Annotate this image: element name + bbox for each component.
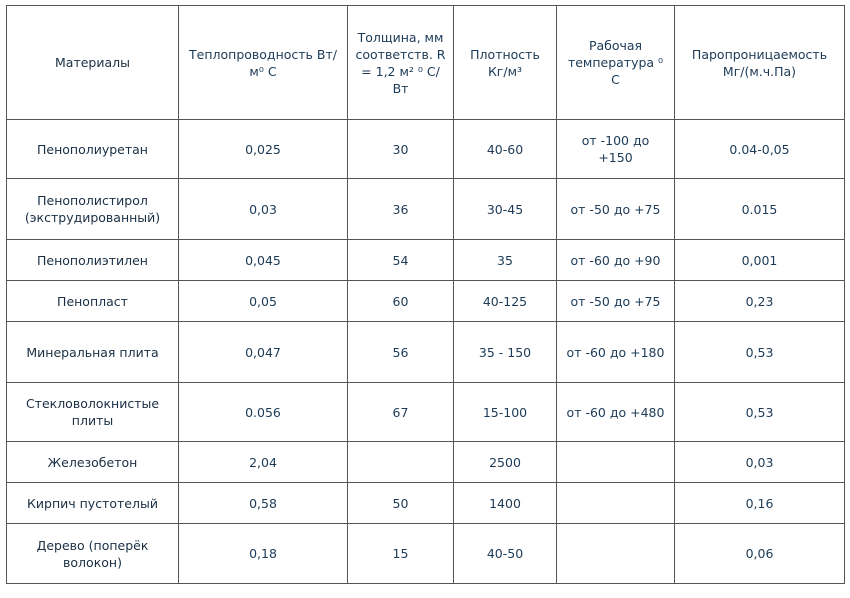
table-row: Пенополиэтилен 0,045 54 35 от -60 до +90 0,00…	[6, 239, 845, 281]
table-cell: 67	[347, 382, 454, 442]
materials-table: Материалы Теплопроводность Вт/м⁰ С Толщина…	[6, 5, 845, 584]
table-cell: 0,53	[674, 382, 845, 442]
table-cell: 35 - 150	[453, 321, 557, 383]
table-cell: Стекловолокнистые плиты	[6, 382, 179, 442]
table-cell: 1400	[453, 482, 557, 524]
table-cell: 0.015	[674, 178, 845, 240]
table-cell: от -60 до +480	[556, 382, 675, 442]
table-cell	[556, 523, 675, 584]
table-cell: 0,045	[178, 239, 348, 281]
header-cell: Паропроницаемость Мг/(м.ч.Па)	[674, 5, 845, 120]
table-cell: 40-60	[453, 119, 557, 179]
table-cell	[556, 441, 675, 483]
table-cell: 2,04	[178, 441, 348, 483]
table-cell: 0,58	[178, 482, 348, 524]
table-cell: 35	[453, 239, 557, 281]
table-cell: Пенополистирол (экструдированный)	[6, 178, 179, 240]
table-cell: Кирпич пустотелый	[6, 482, 179, 524]
table-cell: 0,16	[674, 482, 845, 524]
table-cell: 0,53	[674, 321, 845, 383]
table-cell: 56	[347, 321, 454, 383]
table-cell: 0,05	[178, 280, 348, 322]
table-cell: Железобетон	[6, 441, 179, 483]
table-cell: 15-100	[453, 382, 557, 442]
table-cell: от -100 до +150	[556, 119, 675, 179]
table-cell: 60	[347, 280, 454, 322]
table-cell: 2500	[453, 441, 557, 483]
table-cell: 0.056	[178, 382, 348, 442]
table-cell	[556, 482, 675, 524]
table-row: Дерево (поперёк волокон) 0,18 15 40-50 0,06	[6, 523, 845, 584]
table-row: Пенопласт 0,05 60 40-125 от -50 до +75 0,23	[6, 280, 845, 322]
table-container: Материалы Теплопроводность Вт/м⁰ С Толщина…	[6, 5, 845, 584]
table-row: Кирпич пустотелый 0,58 50 1400 0,16	[6, 482, 845, 524]
table-cell	[347, 441, 454, 483]
table-cell: 0,06	[674, 523, 845, 584]
table-row: Пенополиуретан 0,025 30 40-60 от -100 до +15…	[6, 119, 845, 179]
table-cell: 30-45	[453, 178, 557, 240]
table-cell: 30	[347, 119, 454, 179]
header-row: Материалы Теплопроводность Вт/м⁰ С Толщина…	[6, 5, 845, 120]
table-cell: 54	[347, 239, 454, 281]
table-cell: от -60 до +90	[556, 239, 675, 281]
table-cell: Минеральная плита	[6, 321, 179, 383]
header-cell: Теплопроводность Вт/м⁰ С	[178, 5, 348, 120]
table-cell: 40-50	[453, 523, 557, 584]
table-row: Минеральная плита 0,047 56 35 - 150 от -60 д…	[6, 321, 845, 383]
table-cell: от -50 до +75	[556, 280, 675, 322]
header-cell: Рабочая температура ⁰ С	[556, 5, 675, 120]
table-cell: 36	[347, 178, 454, 240]
table-cell: 0,03	[178, 178, 348, 240]
table-row: Железобетон 2,04 2500 0,03	[6, 441, 845, 483]
header-cell: Толщина, мм соответств. R = 1,2 м² ⁰ С/В…	[347, 5, 454, 120]
table-cell: от -50 до +75	[556, 178, 675, 240]
table-cell: 0,025	[178, 119, 348, 179]
table-cell: 0.04-0,05	[674, 119, 845, 179]
table-cell: 0,047	[178, 321, 348, 383]
table-cell: 0,03	[674, 441, 845, 483]
header-cell: Плотность Кг/м³	[453, 5, 557, 120]
table-cell: 15	[347, 523, 454, 584]
table-cell: 50	[347, 482, 454, 524]
table-cell: от -60 до +180	[556, 321, 675, 383]
table-cell: 0,001	[674, 239, 845, 281]
table-cell: 0,18	[178, 523, 348, 584]
table-row: Стекловолокнистые плиты 0.056 67 15-100 от -…	[6, 382, 845, 442]
table-cell: Пенопласт	[6, 280, 179, 322]
table-cell: Дерево (поперёк волокон)	[6, 523, 179, 584]
table-cell: 0,23	[674, 280, 845, 322]
table-cell: Пенополиэтилен	[6, 239, 179, 281]
table-cell: Пенополиуретан	[6, 119, 179, 179]
header-cell: Материалы	[6, 5, 179, 120]
table-cell: 40-125	[453, 280, 557, 322]
table-row: Пенополистирол (экструдированный) 0,03 36 3…	[6, 178, 845, 240]
